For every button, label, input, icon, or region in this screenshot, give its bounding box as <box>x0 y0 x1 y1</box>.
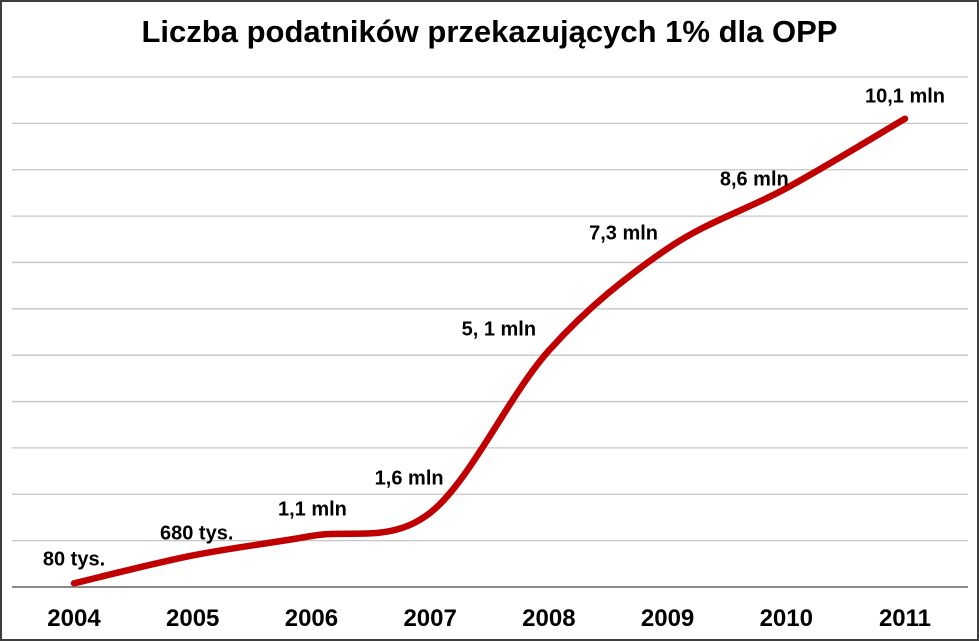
x-axis-label-2005: 2005 <box>166 605 220 632</box>
x-axis-label-2011: 2011 <box>878 605 932 632</box>
data-label-2004: 80 tys. <box>42 548 106 571</box>
data-label-2007: 1,6 mln <box>374 467 444 490</box>
x-axis-label-2004: 2004 <box>47 605 101 632</box>
data-label-2009: 7,3 mln <box>589 222 659 245</box>
data-label-2006: 1,1 mln <box>277 498 347 521</box>
x-axis-label-2006: 2006 <box>284 605 339 632</box>
data-label-2008: 5, 1 mln <box>461 318 537 341</box>
data-series-line <box>70 115 909 587</box>
x-axis-label-2007: 2007 <box>403 605 457 632</box>
x-axis-label-2009: 2009 <box>640 605 695 632</box>
data-label-2010: 8,6 mln <box>719 168 789 191</box>
data-label-2011: 10,1 mln <box>864 85 946 108</box>
data-label-2005: 680 tys. <box>160 522 234 545</box>
chart-title: Liczba podatników przekazujących 1% dla … <box>141 14 838 49</box>
x-axis-label-2010: 2010 <box>759 605 813 632</box>
x-axis-label-2008: 2008 <box>522 605 576 632</box>
